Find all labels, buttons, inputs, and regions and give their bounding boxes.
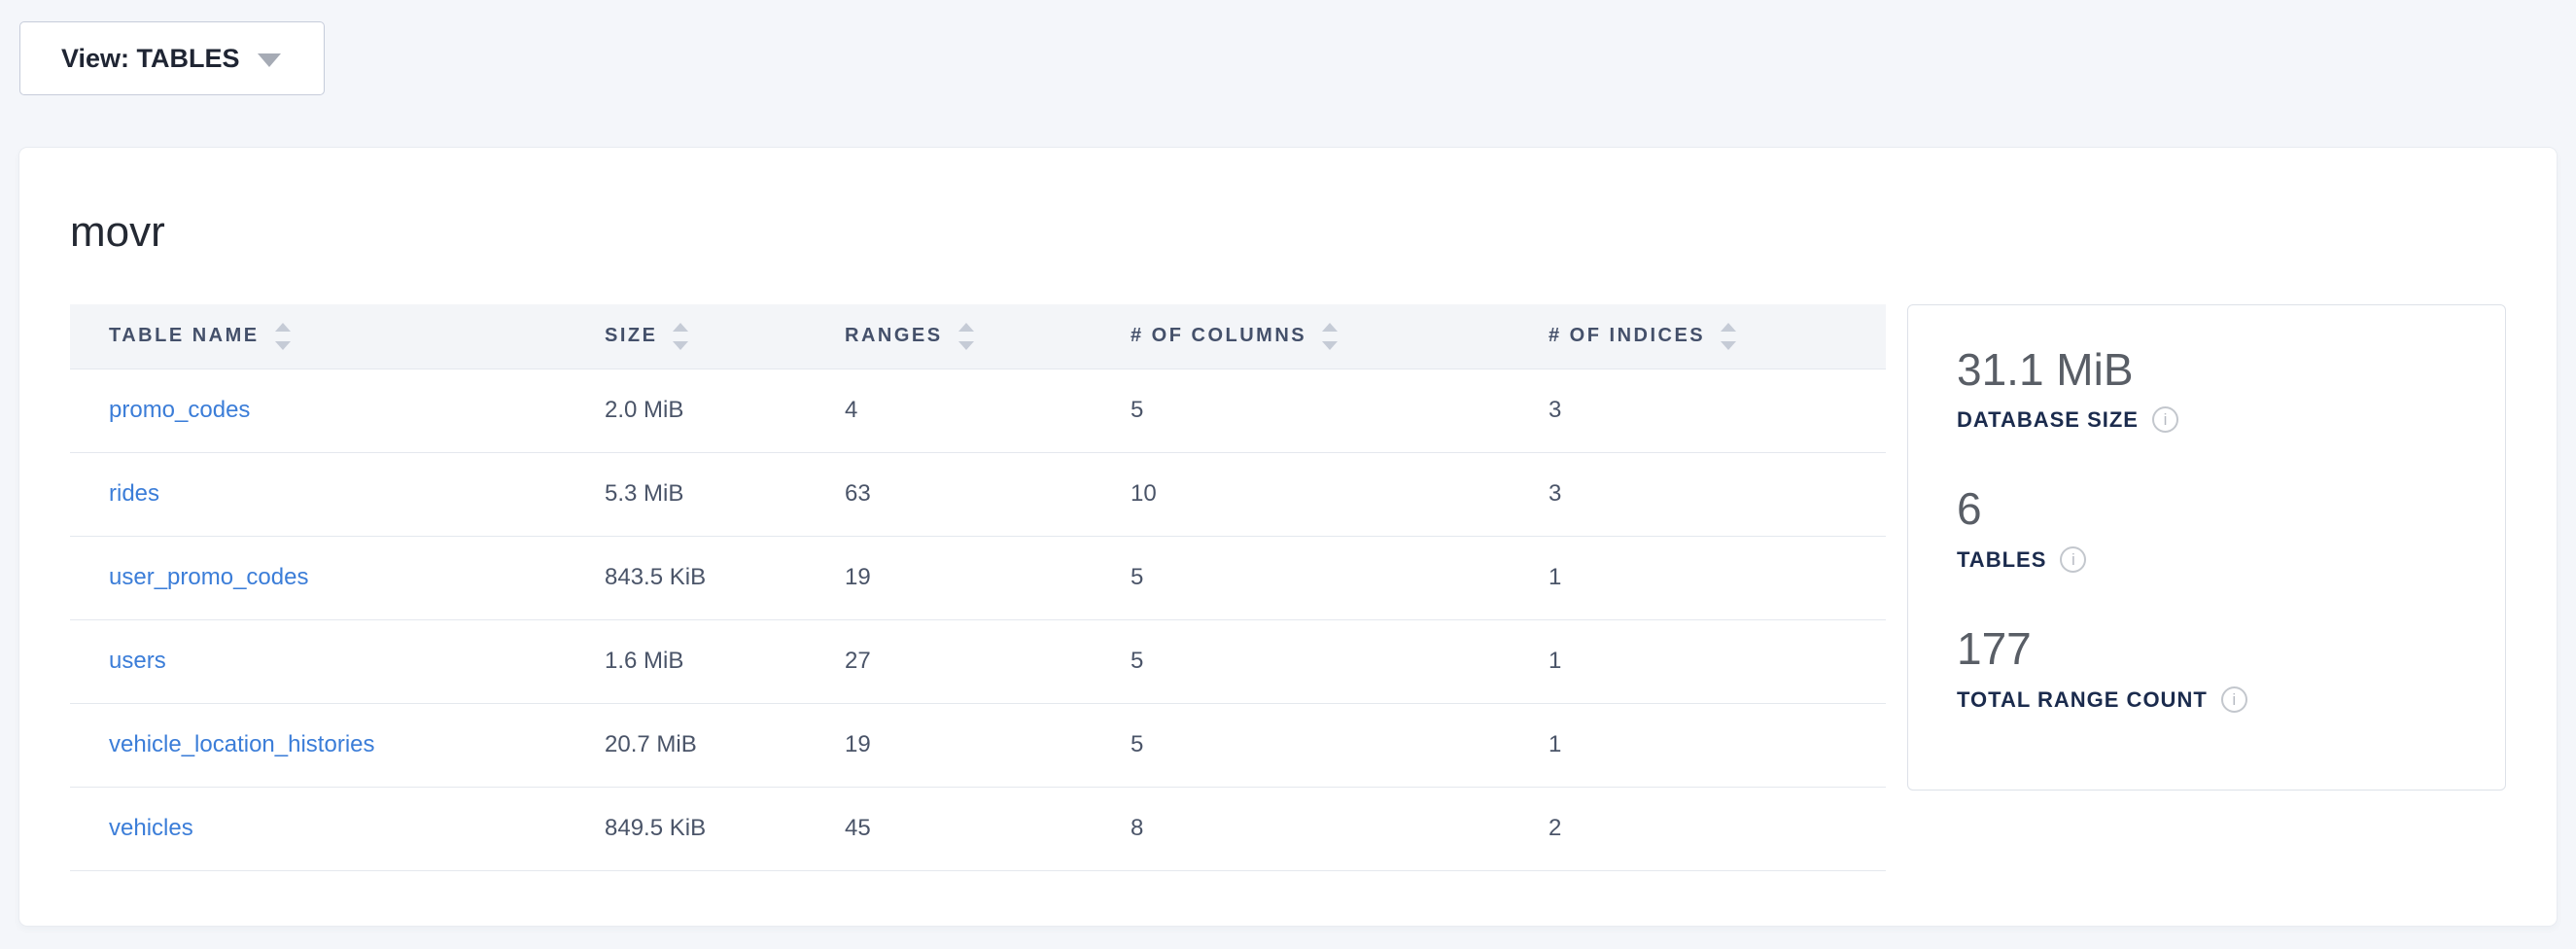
table-row: users 1.6 MiB 27 5 1 <box>70 619 1886 704</box>
stat-label: TABLES <box>1957 546 2047 572</box>
database-card: movr TABLE NAME SIZE <box>19 148 2557 926</box>
chevron-down-icon <box>257 53 281 67</box>
database-content: TABLE NAME SIZE RANGES <box>70 303 2506 871</box>
column-header-num-indices[interactable]: # OF INDICES <box>1510 303 1886 369</box>
indices-count-cell: 1 <box>1510 619 1886 704</box>
table-name-cell: vehicles <box>70 787 566 871</box>
size-cell: 5.3 MiB <box>566 452 806 537</box>
indices-count-cell: 1 <box>1510 536 1886 620</box>
table-name-cell: users <box>70 619 566 704</box>
table-row: vehicle_location_histories 20.7 MiB 19 5… <box>70 703 1886 788</box>
sort-arrows-icon <box>673 322 689 350</box>
columns-count-cell: 8 <box>1092 787 1510 871</box>
database-name-title: movr <box>70 208 165 256</box>
table-row: rides 5.3 MiB 63 10 3 <box>70 452 1886 537</box>
column-header-label: # OF INDICES <box>1549 325 1706 347</box>
ranges-cell: 63 <box>806 452 1092 537</box>
table-link[interactable]: user_promo_codes <box>109 564 309 591</box>
stat-value: 31.1 MiB <box>1957 343 2134 395</box>
columns-count-cell: 5 <box>1092 619 1510 704</box>
stat-total-range-count: 177 TOTAL RANGE COUNT i <box>1957 623 2458 714</box>
table-link[interactable]: vehicle_location_histories <box>109 731 375 758</box>
table-header-row: TABLE NAME SIZE RANGES <box>70 303 1886 369</box>
view-selector-label: View: TABLES <box>61 43 240 73</box>
table-name-cell: vehicle_location_histories <box>70 703 566 788</box>
column-header-label: RANGES <box>845 325 943 347</box>
columns-count-cell: 10 <box>1092 452 1510 537</box>
column-header-size[interactable]: SIZE <box>566 303 806 369</box>
size-cell: 20.7 MiB <box>566 703 806 788</box>
table-name-cell: promo_codes <box>70 369 566 453</box>
column-header-label: # OF COLUMNS <box>1131 325 1307 347</box>
stat-label: DATABASE SIZE <box>1957 406 2139 432</box>
size-cell: 843.5 KiB <box>566 536 806 620</box>
sort-arrows-icon <box>274 322 291 350</box>
ranges-cell: 27 <box>806 619 1092 704</box>
table-row: promo_codes 2.0 MiB 4 5 3 <box>70 369 1886 453</box>
column-header-label: SIZE <box>605 325 658 347</box>
stat-database-size: 31.1 MiB DATABASE SIZE i <box>1957 344 2458 434</box>
column-header-label: TABLE NAME <box>109 325 260 347</box>
indices-count-cell: 3 <box>1510 369 1886 453</box>
ranges-cell: 45 <box>806 787 1092 871</box>
columns-count-cell: 5 <box>1092 369 1510 453</box>
columns-count-cell: 5 <box>1092 703 1510 788</box>
info-icon[interactable]: i <box>2151 406 2178 434</box>
size-cell: 849.5 KiB <box>566 787 806 871</box>
indices-count-cell: 3 <box>1510 452 1886 537</box>
view-toolbar: View: TABLES <box>19 21 2557 95</box>
database-summary-panel: 31.1 MiB DATABASE SIZE i 6 TABLES i 177 <box>1907 303 2506 791</box>
info-icon[interactable]: i <box>2220 686 2247 714</box>
table-row: vehicles 849.5 KiB 45 8 2 <box>70 787 1886 871</box>
view-selector-dropdown[interactable]: View: TABLES <box>19 21 325 95</box>
sort-arrows-icon <box>1322 322 1339 350</box>
table-row: user_promo_codes 843.5 KiB 19 5 1 <box>70 536 1886 620</box>
stat-value: 177 <box>1957 623 2032 675</box>
sort-arrows-icon <box>957 322 974 350</box>
table-name-cell: user_promo_codes <box>70 536 566 620</box>
columns-count-cell: 5 <box>1092 536 1510 620</box>
table-link[interactable]: vehicles <box>109 815 193 842</box>
indices-count-cell: 2 <box>1510 787 1886 871</box>
ranges-cell: 4 <box>806 369 1092 453</box>
indices-count-cell: 1 <box>1510 703 1886 788</box>
column-header-table-name[interactable]: TABLE NAME <box>70 303 566 369</box>
sort-arrows-icon <box>1721 322 1737 350</box>
table-name-cell: rides <box>70 452 566 537</box>
size-cell: 2.0 MiB <box>566 369 806 453</box>
tables-table: TABLE NAME SIZE RANGES <box>70 303 1886 871</box>
table-link[interactable]: rides <box>109 480 160 508</box>
stat-label: TOTAL RANGE COUNT <box>1957 686 2208 712</box>
column-header-num-columns[interactable]: # OF COLUMNS <box>1092 303 1510 369</box>
table-link[interactable]: promo_codes <box>109 397 251 424</box>
table-link[interactable]: users <box>109 648 166 675</box>
column-header-ranges[interactable]: RANGES <box>806 303 1092 369</box>
size-cell: 1.6 MiB <box>566 619 806 704</box>
stat-value: 6 <box>1957 483 1982 535</box>
ranges-cell: 19 <box>806 703 1092 788</box>
stat-tables-count: 6 TABLES i <box>1957 483 2458 574</box>
ranges-cell: 19 <box>806 536 1092 620</box>
info-icon[interactable]: i <box>2060 546 2087 574</box>
